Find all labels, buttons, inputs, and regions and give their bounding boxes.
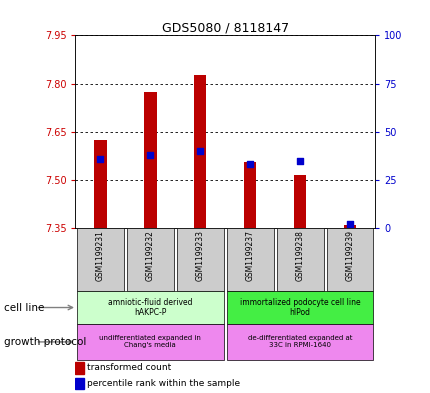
Text: GSM1199237: GSM1199237 <box>245 230 254 281</box>
Text: amniotic-fluid derived
hAKPC-P: amniotic-fluid derived hAKPC-P <box>108 298 192 317</box>
FancyBboxPatch shape <box>226 324 373 360</box>
FancyBboxPatch shape <box>226 291 373 324</box>
Text: undifferentiated expanded in
Chang's media: undifferentiated expanded in Chang's med… <box>99 335 201 349</box>
FancyBboxPatch shape <box>77 291 223 324</box>
FancyBboxPatch shape <box>226 228 273 291</box>
Bar <box>343 225 356 228</box>
Bar <box>243 162 256 228</box>
FancyBboxPatch shape <box>77 324 223 360</box>
Text: de-differentiated expanded at
33C in RPMI-1640: de-differentiated expanded at 33C in RPM… <box>247 335 351 349</box>
FancyBboxPatch shape <box>326 228 373 291</box>
Bar <box>75 378 84 389</box>
Text: GSM1199238: GSM1199238 <box>295 230 304 281</box>
Text: GSM1199232: GSM1199232 <box>145 230 154 281</box>
Text: growth protocol: growth protocol <box>4 337 86 347</box>
Title: GDS5080 / 8118147: GDS5080 / 8118147 <box>161 21 288 34</box>
Bar <box>94 140 106 228</box>
Text: GSM1199231: GSM1199231 <box>95 230 104 281</box>
Text: GSM1199233: GSM1199233 <box>195 230 204 281</box>
FancyBboxPatch shape <box>176 228 223 291</box>
Point <box>147 152 154 158</box>
Point <box>296 158 303 164</box>
Bar <box>194 75 206 228</box>
Text: cell line: cell line <box>4 303 45 312</box>
Point <box>246 161 253 167</box>
Text: percentile rank within the sample: percentile rank within the sample <box>87 379 240 388</box>
Bar <box>293 175 306 228</box>
FancyBboxPatch shape <box>77 228 123 291</box>
FancyBboxPatch shape <box>126 228 173 291</box>
Point <box>97 156 104 162</box>
Text: transformed count: transformed count <box>87 363 171 372</box>
Point <box>197 148 203 154</box>
Bar <box>75 362 84 374</box>
Text: GSM1199239: GSM1199239 <box>345 230 354 281</box>
Point <box>346 221 353 227</box>
Text: immortalized podocyte cell line
hIPod: immortalized podocyte cell line hIPod <box>239 298 359 317</box>
Bar <box>144 92 156 228</box>
FancyBboxPatch shape <box>276 228 323 291</box>
